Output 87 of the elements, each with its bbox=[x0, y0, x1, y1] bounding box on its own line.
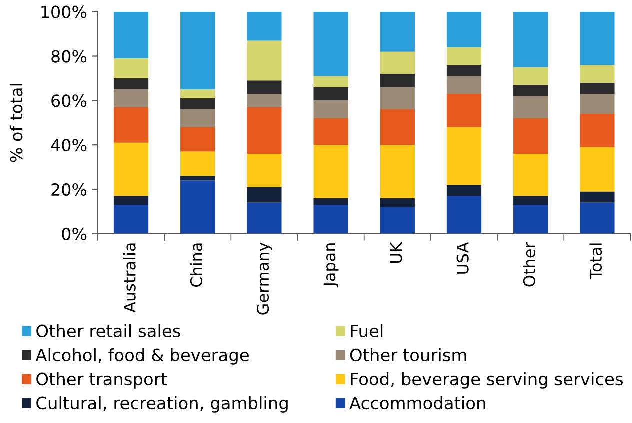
y-tick-label: 0% bbox=[62, 228, 87, 240]
bar bbox=[380, 198, 415, 208]
bar bbox=[247, 202, 282, 234]
bar bbox=[314, 12, 348, 76]
bar bbox=[446, 47, 482, 66]
bar bbox=[180, 12, 216, 90]
bar bbox=[380, 52, 415, 74]
bar bbox=[446, 76, 482, 94]
bar bbox=[514, 205, 548, 234]
x-tick-label: USA bbox=[456, 242, 469, 274]
bar bbox=[580, 65, 615, 83]
legend-label: Other transport bbox=[36, 372, 168, 389]
bar bbox=[314, 198, 348, 206]
bar bbox=[446, 94, 482, 128]
bar bbox=[247, 40, 282, 81]
legend-label: Other retail sales bbox=[36, 324, 180, 338]
bar bbox=[314, 205, 348, 234]
bar bbox=[514, 196, 548, 206]
bar bbox=[180, 98, 216, 110]
x-tick-label: Japan bbox=[324, 244, 339, 288]
bar bbox=[180, 127, 216, 152]
bar bbox=[114, 107, 149, 143]
bar bbox=[247, 107, 282, 154]
bar bbox=[247, 12, 282, 41]
y-tick-label: 20% bbox=[52, 183, 87, 196]
bar bbox=[114, 90, 149, 108]
x-tick-label: Germany bbox=[257, 242, 272, 315]
y-tick-label: 40% bbox=[51, 139, 87, 152]
bar bbox=[514, 154, 548, 196]
bar bbox=[514, 67, 548, 86]
bar bbox=[180, 180, 216, 234]
y-tick-label: 60% bbox=[52, 94, 87, 108]
y-axis-title: % of total bbox=[10, 84, 23, 162]
bar bbox=[380, 12, 415, 52]
bar bbox=[446, 65, 482, 76]
bar bbox=[580, 202, 615, 234]
bar bbox=[580, 114, 615, 148]
bar bbox=[380, 87, 415, 110]
bar bbox=[314, 100, 348, 118]
bar bbox=[247, 187, 282, 203]
bar bbox=[580, 192, 615, 203]
bar bbox=[514, 12, 548, 68]
bar bbox=[380, 74, 415, 88]
x-tick-label: Total bbox=[590, 244, 602, 280]
bar bbox=[580, 147, 615, 192]
bar bbox=[514, 118, 548, 154]
legend-label: Food, beverage serving services bbox=[351, 372, 623, 389]
bar bbox=[446, 127, 482, 186]
bar bbox=[114, 196, 149, 206]
bar bbox=[180, 176, 216, 181]
bar bbox=[580, 82, 615, 94]
bar bbox=[580, 94, 615, 114]
legend-label: Other tourism bbox=[350, 348, 466, 362]
bar bbox=[114, 142, 149, 196]
legend-label: Cultural, recreation, gambling bbox=[36, 396, 288, 413]
bar bbox=[446, 196, 482, 234]
x-tick-label: Other bbox=[523, 242, 536, 287]
y-tick-label: 80% bbox=[52, 50, 87, 63]
legend-label: Fuel bbox=[351, 324, 383, 338]
bar bbox=[180, 110, 216, 128]
bar bbox=[514, 85, 548, 96]
bar bbox=[114, 12, 149, 58]
bar bbox=[247, 94, 282, 108]
bar bbox=[380, 110, 415, 146]
bar bbox=[247, 80, 282, 94]
bar bbox=[314, 87, 348, 101]
y-tick-label: 100% bbox=[42, 6, 87, 18]
bar bbox=[314, 118, 348, 146]
bar bbox=[446, 185, 482, 196]
x-tick-label: UK bbox=[390, 242, 402, 264]
bar bbox=[446, 12, 482, 48]
bar bbox=[180, 152, 216, 176]
bar bbox=[580, 12, 615, 66]
legend-label: Alcohol, food & beverage bbox=[36, 348, 249, 365]
bar bbox=[114, 58, 149, 78]
bar bbox=[380, 207, 415, 234]
bar bbox=[247, 154, 282, 188]
bar bbox=[380, 145, 415, 198]
bar bbox=[314, 76, 348, 88]
legend-label: Accommodation bbox=[350, 396, 486, 410]
bar bbox=[514, 96, 548, 118]
x-tick-label: China bbox=[190, 244, 202, 287]
x-tick-label: Australia bbox=[124, 244, 136, 313]
bar bbox=[314, 145, 348, 198]
bar bbox=[180, 90, 216, 98]
bar bbox=[114, 205, 149, 234]
bar bbox=[114, 78, 149, 90]
